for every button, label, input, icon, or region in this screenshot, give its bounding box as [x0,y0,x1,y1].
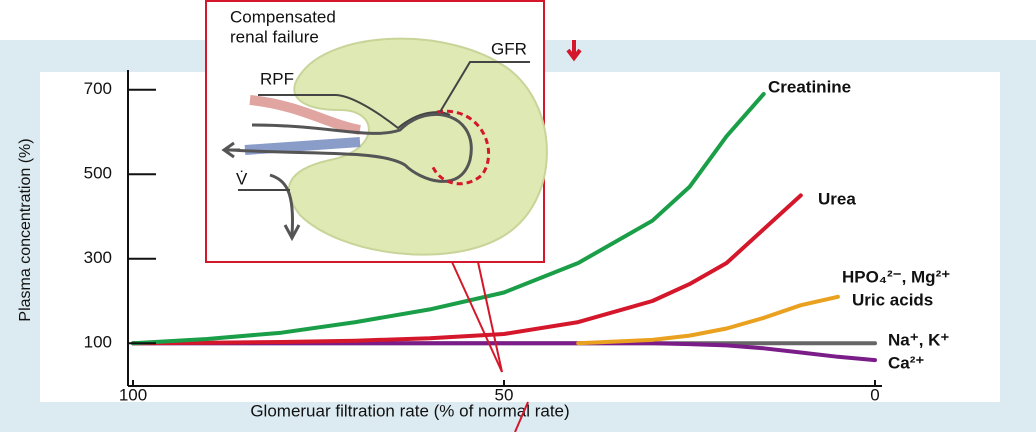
inset-label: V̇ [236,169,248,188]
inset-title: Compensated [230,7,336,26]
series-label: Creatinine [768,77,851,96]
x-tick-label: 50 [495,385,514,404]
annotation: Uric acids [852,290,933,309]
y-axis-label: Plasma concentration (%) [17,138,34,321]
chart: Plasma concentration (%) Glomeruar filtr… [0,0,1036,432]
inset-label: RPF [260,69,294,88]
x-tick-label: 0 [870,385,879,404]
y-tick-label: 500 [84,164,112,183]
series-label: Ca²⁺ [888,353,924,372]
y-tick-label: 700 [84,79,112,98]
inset-title: renal failure [230,27,319,46]
series-label: HPO₄²⁻, Mg²⁺ [842,267,950,286]
inset-label: GFR [491,39,527,58]
series-label: Na⁺, K⁺ [888,330,949,349]
x-tick-label: 100 [119,385,147,404]
y-tick-label: 100 [84,333,112,352]
series-label: Urea [818,189,856,208]
y-tick-label: 300 [84,248,112,267]
